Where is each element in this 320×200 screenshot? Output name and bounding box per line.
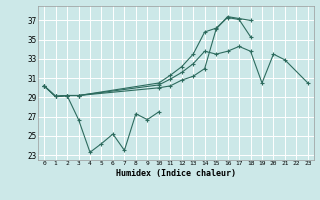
X-axis label: Humidex (Indice chaleur): Humidex (Indice chaleur) — [116, 169, 236, 178]
